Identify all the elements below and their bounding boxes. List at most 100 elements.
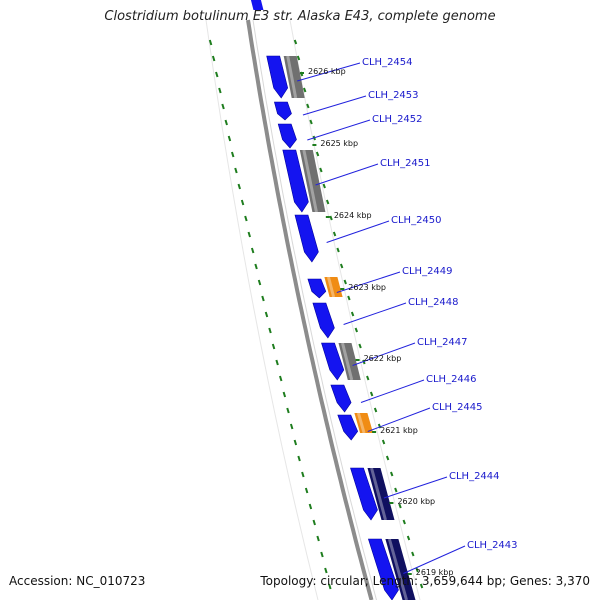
- gene-block-highlight: [326, 276, 336, 298]
- gc-tick-inner: [347, 295, 351, 301]
- gc-tick-inner: [315, 151, 320, 157]
- gene-block-highlight: [286, 55, 298, 99]
- gc-tick-outer: [257, 279, 262, 286]
- gc-tick-inner: [354, 327, 359, 333]
- gc-tick-inner: [385, 455, 390, 461]
- gc-tick-outer: [254, 263, 258, 270]
- gc-tick-outer: [208, 39, 213, 46]
- gc-tick-inner: [369, 391, 374, 397]
- gc-tick-inner: [322, 183, 326, 189]
- gene-label-clh_2451: CLH_2451: [380, 158, 431, 169]
- cds-arrow-clh_2450: [294, 214, 319, 263]
- gc-tick-inner: [343, 279, 347, 285]
- kbp-label: 2619 kbp: [416, 568, 454, 577]
- gc-tick-outer: [286, 407, 290, 414]
- leader-line-clh_2444: [383, 476, 448, 499]
- gc-tick-inner: [381, 439, 386, 445]
- cds-arrow-clh_2447: [321, 342, 345, 381]
- genome-backbone-inner: [252, 19, 377, 600]
- gc-tick-outer: [240, 199, 245, 206]
- gc-tick-inner: [398, 503, 402, 509]
- gc-tick-inner: [366, 375, 370, 381]
- gc-tick-inner: [390, 471, 394, 477]
- gc-tick-outer: [279, 375, 283, 382]
- gc-tick-outer: [215, 71, 219, 78]
- gc-tick-outer: [297, 455, 301, 462]
- gene-label-clh_2447: CLH_2447: [417, 337, 468, 348]
- gc-tick-outer: [320, 551, 324, 558]
- gc-tick-outer: [230, 151, 235, 158]
- gc-tick-outer: [224, 119, 228, 126]
- gene-block-highlight: [370, 467, 387, 521]
- gene-label-clh_2449: CLH_2449: [402, 266, 453, 277]
- gene-block-clh_2444: [367, 468, 395, 520]
- leader-line-clh_2453: [302, 95, 367, 116]
- genome-summary-text: Topology: circular; Length: 3,659,644 bp…: [260, 574, 590, 588]
- gc-tick-inner: [325, 199, 330, 205]
- cds-arrow-clh_2444: [350, 467, 378, 521]
- gc-tick-inner: [394, 487, 398, 493]
- map-title: Clostridium botulinum E3 str. Alaska E43…: [104, 9, 496, 24]
- gc-tick-inner: [402, 519, 406, 525]
- gene-label-clh_2450: CLH_2450: [391, 215, 442, 226]
- gc-tick-outer: [264, 311, 269, 318]
- gc-tick-outer: [282, 391, 287, 398]
- gc-tick-inner: [319, 167, 323, 173]
- gc-tick-inner: [332, 231, 337, 237]
- kbp-label: 2625 kbp: [320, 139, 358, 148]
- leader-line-clh_2448: [343, 302, 407, 325]
- gene-block-highlight: [302, 149, 318, 213]
- gene-label-clh_2443: CLH_2443: [467, 540, 518, 551]
- gc-tick-outer: [275, 359, 279, 366]
- gc-tick-inner: [309, 119, 313, 125]
- leader-line-clh_2447: [352, 342, 416, 366]
- gc-tick-inner: [339, 263, 344, 269]
- cds-arrow-clh_2453: [274, 101, 292, 121]
- gc-tick-inner: [296, 55, 301, 61]
- gc-tick-outer: [312, 519, 316, 526]
- kbp-label: 2620 kbp: [397, 497, 435, 506]
- gc-tick-inner: [336, 247, 340, 253]
- leader-line-clh_2449: [336, 271, 401, 293]
- gene-block-clh_2454: [283, 56, 305, 98]
- leader-line-clh_2450: [326, 220, 390, 243]
- cds-arrow-top-clipped: [250, 0, 264, 10]
- gc-tick-inner: [293, 39, 298, 45]
- gc-tick-inner: [306, 103, 310, 109]
- gene-block-clh_2445: [354, 413, 374, 433]
- gc-tick-inner: [406, 535, 411, 541]
- leader-line-clh_2452: [307, 119, 371, 141]
- inner-guide-line: [289, 19, 421, 600]
- gene-label-clh_2446: CLH_2446: [426, 374, 477, 385]
- gc-tick-inner: [362, 359, 366, 365]
- leader-line-clh_2443: [403, 545, 466, 574]
- gc-tick-outer: [301, 471, 305, 478]
- cds-arrow-clh_2448: [312, 302, 335, 339]
- gc-tick-outer: [308, 503, 313, 510]
- kbp-label: 2622 kbp: [364, 354, 402, 363]
- cds-arrow-clh_2445: [337, 414, 359, 441]
- cds-arrow-clh_2452: [277, 123, 297, 149]
- gc-tick-outer: [244, 215, 248, 222]
- outer-guide-line: [205, 19, 319, 600]
- gc-tick-outer: [271, 343, 276, 350]
- gc-tick-inner: [329, 215, 333, 221]
- gene-block-highlight: [387, 538, 408, 600]
- gc-tick-outer: [218, 87, 222, 94]
- gc-tick-inner: [350, 311, 355, 317]
- gene-label-clh_2444: CLH_2444: [449, 471, 500, 482]
- gene-label-clh_2448: CLH_2448: [408, 297, 459, 308]
- gc-tick-inner: [415, 567, 419, 573]
- gc-tick-outer: [211, 55, 216, 62]
- gene-block-clh_2447: [338, 343, 361, 380]
- cds-arrow-clh_2451: [282, 149, 309, 213]
- gc-tick-outer: [250, 247, 255, 254]
- gene-label-clh_2445: CLH_2445: [432, 402, 483, 413]
- gc-tick-inner: [303, 87, 307, 93]
- gc-tick-outer: [289, 423, 294, 430]
- gc-tick-outer: [324, 567, 328, 574]
- gene-label-clh_2452: CLH_2452: [372, 114, 423, 125]
- gc-tick-outer: [316, 535, 320, 542]
- leader-line-clh_2454: [297, 62, 361, 82]
